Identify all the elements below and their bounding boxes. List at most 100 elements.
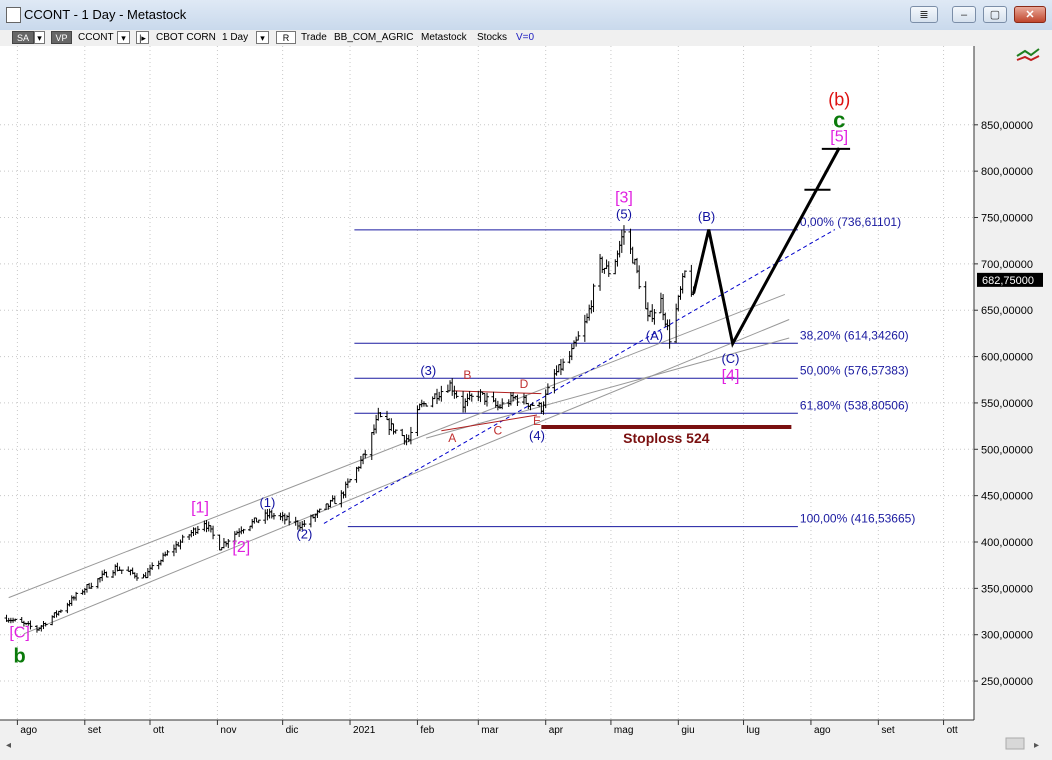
y-tick-label: 750,00000 — [981, 213, 1033, 225]
ohlc-bar — [302, 520, 307, 527]
wave-label: c — [833, 108, 845, 133]
x-tick-label: feb — [420, 725, 434, 736]
wave-label: [2] — [232, 539, 250, 556]
x-tick-label: ago — [20, 725, 37, 736]
vp-button[interactable]: VP — [51, 31, 72, 44]
wave-label: [5] — [830, 128, 848, 145]
y-tick-label: 350,00000 — [981, 583, 1033, 595]
projection-path — [692, 147, 841, 348]
wave-label: A — [448, 431, 456, 445]
y-tick-label: 300,00000 — [981, 630, 1033, 642]
x-tick-label: apr — [549, 725, 564, 736]
fib-label: 0,00% (736,61101) — [800, 215, 901, 229]
wave-label: [C] — [9, 624, 29, 641]
triangle-line — [454, 390, 542, 395]
ohlc-bar — [454, 390, 459, 399]
symbol-dropdown[interactable]: ▾ — [117, 31, 130, 44]
wave-label: E — [533, 414, 541, 428]
ohlc-bar — [58, 609, 63, 613]
channel-line — [8, 293, 786, 599]
ohlc-bar — [226, 539, 231, 549]
ohlc-bar — [682, 270, 687, 278]
sa-dropdown-arrow[interactable]: ▾ — [34, 31, 45, 44]
x-tick-label: dic — [286, 725, 299, 736]
wave-label: (2) — [296, 526, 312, 541]
x-tick-label: set — [88, 725, 102, 736]
ohlc-bar — [13, 618, 18, 622]
ohlc-bar — [150, 562, 155, 570]
ohlc-bar — [180, 534, 185, 543]
ohlc-bar — [256, 519, 261, 524]
indicator-toggle[interactable]: |▸ — [136, 31, 149, 44]
application-label: Metastock — [421, 32, 467, 43]
chart-window-icon[interactable]: ≣ — [910, 6, 938, 23]
ohlc-bar — [378, 412, 383, 418]
ohlc-bar — [576, 331, 581, 341]
ohlc-bar — [28, 620, 33, 630]
channel-line — [425, 337, 790, 439]
ohlc-bar — [104, 571, 109, 578]
grid-lines — [0, 46, 974, 720]
wave-label: (5) — [616, 206, 632, 221]
data-source-label: BB_COM_AGRIC — [334, 32, 414, 43]
fib-label: 61,80% (538,80506) — [800, 398, 909, 412]
title-bar: CCONT - 1 Day - Metastock ≣ – ▢ ✕ — [0, 0, 1052, 31]
last-price-label: 682,75000 — [982, 275, 1034, 287]
price-chart[interactable]: 0,00% (736,61101) 38,20% (614,34260) 50,00… — [0, 46, 1052, 760]
ohlc-bar — [652, 309, 657, 325]
wave-label: D — [520, 377, 529, 391]
y-tick-label: 500,00000 — [981, 444, 1033, 456]
period-label[interactable]: 1 Day — [222, 32, 249, 43]
x-tick-label: mag — [614, 725, 633, 736]
wave-label: (b) — [828, 89, 850, 109]
ohlc-bar — [165, 550, 170, 556]
y-tick-label: 650,00000 — [981, 305, 1033, 317]
compare-icon[interactable] — [1016, 48, 1040, 62]
ohlc-bar — [500, 398, 505, 410]
sa-button[interactable]: SA — [12, 31, 34, 44]
channel-line — [23, 319, 790, 635]
security-type-label: Stocks — [477, 32, 508, 43]
ohlc-bar — [211, 525, 216, 540]
ohlc-bar — [348, 479, 353, 483]
wave-label: (4) — [529, 428, 545, 443]
y-tick-label: 400,00000 — [981, 537, 1033, 549]
ohlc-bar — [439, 385, 444, 402]
y-tick-label: 700,00000 — [981, 259, 1033, 271]
y-tick-label: 450,00000 — [981, 491, 1033, 503]
wave-label: [1] — [191, 499, 209, 516]
y-tick-label: 600,00000 — [981, 352, 1033, 364]
y-tick-label: 800,00000 — [981, 166, 1033, 178]
wave-label: C — [494, 423, 503, 437]
x-tick-label: ott — [153, 725, 164, 736]
restore-button[interactable]: ▢ — [983, 6, 1007, 23]
period-dropdown[interactable]: ▾ — [256, 31, 269, 44]
ohlc-bar — [545, 383, 550, 395]
ohlc-bar — [515, 394, 520, 406]
y-axis: 850,00000 800,00000 750,00000 700,00000 650,… — [974, 120, 1043, 688]
y-tick-label: 850,00000 — [981, 120, 1033, 132]
scrollbar-track[interactable] — [0, 736, 1052, 760]
x-axis: ago set ott nov dic 2021 feb mar apr mag giu lug ago… — [16, 720, 958, 736]
ohlc-bar — [530, 402, 535, 407]
r-dropdown[interactable]: R — [276, 31, 296, 44]
ohlc-bar — [271, 513, 276, 520]
ohlc-bar — [485, 392, 489, 407]
price-bars — [4, 225, 696, 633]
ohlc-bar — [74, 591, 79, 601]
scrollbar-thumb[interactable] — [1005, 737, 1025, 750]
wave-label: (3) — [420, 363, 436, 378]
minimize-button[interactable]: – — [952, 6, 976, 23]
x-tick-label: ago — [814, 725, 831, 736]
ohlc-bar — [621, 225, 626, 245]
wave-label: B — [463, 368, 471, 382]
close-button[interactable]: ✕ — [1014, 6, 1046, 23]
scroll-left-arrow[interactable]: ◂ — [6, 740, 11, 751]
x-tick-label: ott — [947, 725, 958, 736]
ohlc-bar — [317, 508, 322, 513]
symbol-label[interactable]: CCONT — [78, 32, 114, 43]
trade-label[interactable]: Trade — [301, 32, 327, 43]
scroll-right-arrow[interactable]: ▸ — [1034, 740, 1039, 751]
x-tick-label: nov — [220, 725, 236, 736]
x-tick-label: set — [881, 725, 895, 736]
